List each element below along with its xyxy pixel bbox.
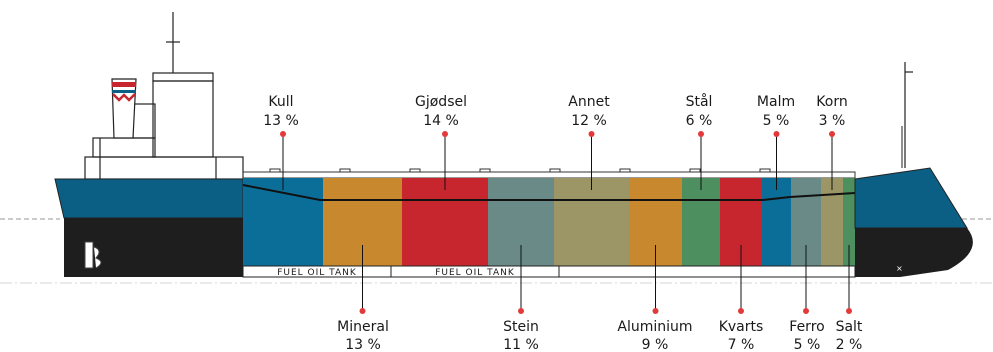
cargo-pct-salt: 2 % xyxy=(836,337,863,352)
cargo-name-annet: Annet xyxy=(568,94,610,110)
cargo-block-annet xyxy=(554,178,629,266)
deck xyxy=(242,168,856,179)
cargo-block-malm xyxy=(762,178,791,266)
propeller-icon xyxy=(84,241,102,269)
marker-dot xyxy=(652,308,659,314)
cargo-pct-stål: 6 % xyxy=(686,113,713,129)
cargo-block-stål xyxy=(682,178,720,266)
tank-strip: FUEL OIL TANK FUEL OIL TANK xyxy=(242,265,856,278)
cargo-name-kvarts: Kvarts xyxy=(719,319,764,335)
cargo-block-salt xyxy=(843,178,855,266)
cargo-pct-kull: 13 % xyxy=(263,113,299,129)
cargo-block-kull xyxy=(243,178,323,266)
cargo-pct-stein: 11 % xyxy=(503,337,539,352)
svg-text:⨯: ⨯ xyxy=(896,264,903,273)
tank-label-2: FUEL OIL TANK xyxy=(435,268,515,278)
cargo-pct-gjødsel: 14 % xyxy=(423,113,459,129)
marker-dot xyxy=(773,131,780,137)
cargo-labels: Kull 13 % Mineral 13 % Gjødsel 14 % Stein 11 % A… xyxy=(263,93,863,352)
superstructure xyxy=(84,12,244,180)
marker-dot xyxy=(359,308,366,314)
cargo-name-stein: Stein xyxy=(503,319,539,335)
cargo-name-kull: Kull xyxy=(268,94,293,110)
cargo-pct-mineral: 13 % xyxy=(345,337,381,352)
marker-dot xyxy=(829,131,835,137)
marker-dot xyxy=(442,131,448,137)
cargo-name-salt: Salt xyxy=(836,319,863,335)
cargo-name-mineral: Mineral xyxy=(337,319,389,335)
cargo-name-stål: Stål xyxy=(686,93,713,110)
marker-dot xyxy=(803,308,809,314)
marker-dot xyxy=(846,308,852,314)
cargo-name-ferro: Ferro xyxy=(789,319,824,335)
cargo-pct-annet: 12 % xyxy=(571,113,607,129)
cargo-name-malm: Malm xyxy=(757,94,795,110)
tank-label-1: FUEL OIL TANK xyxy=(277,268,357,278)
cargo-pct-kvarts: 7 % xyxy=(728,337,755,352)
marker-dot xyxy=(698,131,704,137)
cargo-pct-malm: 5 % xyxy=(763,113,790,129)
cargo-pct-ferro: 5 % xyxy=(794,337,821,352)
cargo-block-gjødsel xyxy=(402,178,488,266)
funnel xyxy=(111,78,137,139)
cargo-name-gjødsel: Gjødsel xyxy=(415,94,467,110)
stern-hull xyxy=(54,178,244,277)
marker-dot xyxy=(738,308,744,314)
cargo-block-korn xyxy=(821,178,843,266)
marker-dot xyxy=(588,131,595,137)
tank-top-line xyxy=(242,184,856,201)
cargo-pct-aluminium: 9 % xyxy=(642,337,669,352)
bow-hull: ⨯ xyxy=(854,62,973,277)
marker-dot xyxy=(518,308,524,314)
cargo-pct-korn: 3 % xyxy=(819,113,846,129)
cargo-name-korn: Korn xyxy=(816,94,847,110)
cargo-blocks xyxy=(243,178,855,266)
cargo-name-aluminium: Aluminium xyxy=(617,319,692,335)
marker-dot xyxy=(280,131,286,137)
